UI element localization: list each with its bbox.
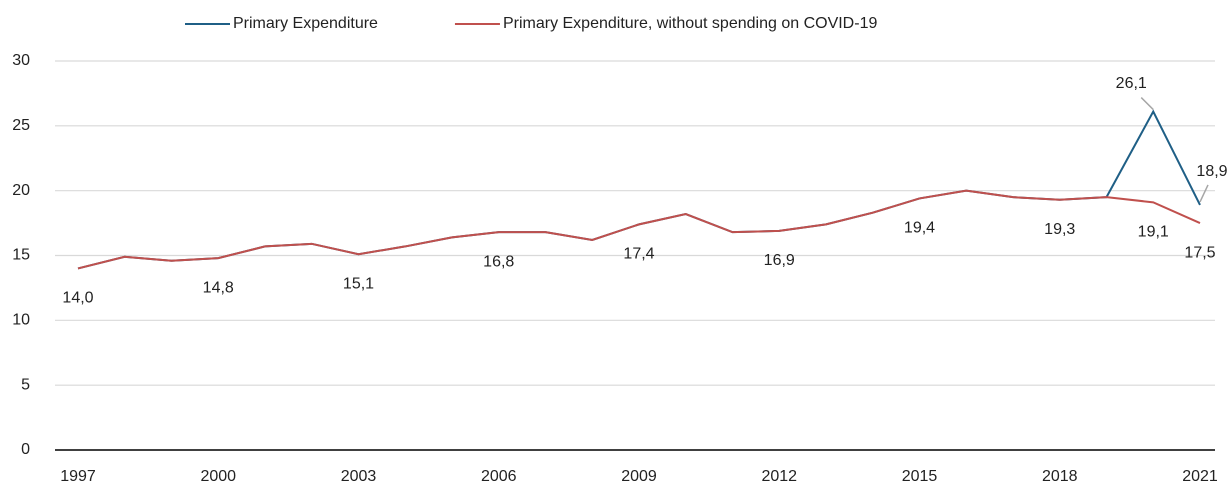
data-label: 16,8 [483,253,514,270]
y-tick-label: 25 [12,117,30,134]
y-tick-label: 30 [12,52,30,69]
y-tick-label: 5 [21,376,30,393]
series-line [77,189,1201,270]
x-tick-label: 2021 [1182,468,1218,485]
data-label: 26,1 [1116,75,1147,92]
legend-label: Primary Expenditure, without spending on… [503,15,878,32]
data-label: 19,1 [1138,224,1169,241]
y-tick-label: 20 [12,182,30,199]
data-label: 16,9 [764,252,795,269]
data-label: 19,4 [904,220,935,237]
x-tick-label: 1997 [60,468,96,485]
y-tick-label: 10 [12,312,30,329]
x-tick-label: 2012 [761,468,797,485]
x-tick-label: 2006 [481,468,517,485]
x-tick-label: 2000 [200,468,236,485]
data-label: 14,0 [62,290,93,307]
data-label: 15,1 [343,275,374,292]
leader-line [1140,97,1154,111]
data-label: 14,8 [203,279,234,296]
x-tick-label: 2003 [341,468,377,485]
leader-line [1199,184,1209,203]
legend-label: Primary Expenditure [233,15,378,32]
y-tick-label: 15 [12,247,30,264]
x-tick-label: 2015 [902,468,938,485]
x-tick-label: 2018 [1042,468,1078,485]
x-tick-label: 2009 [621,468,657,485]
y-tick-label: 0 [21,441,30,458]
data-label: 17,4 [623,246,654,263]
data-label: 19,3 [1044,221,1075,238]
data-label: 18,9 [1196,163,1227,180]
data-label: 17,5 [1184,244,1215,261]
